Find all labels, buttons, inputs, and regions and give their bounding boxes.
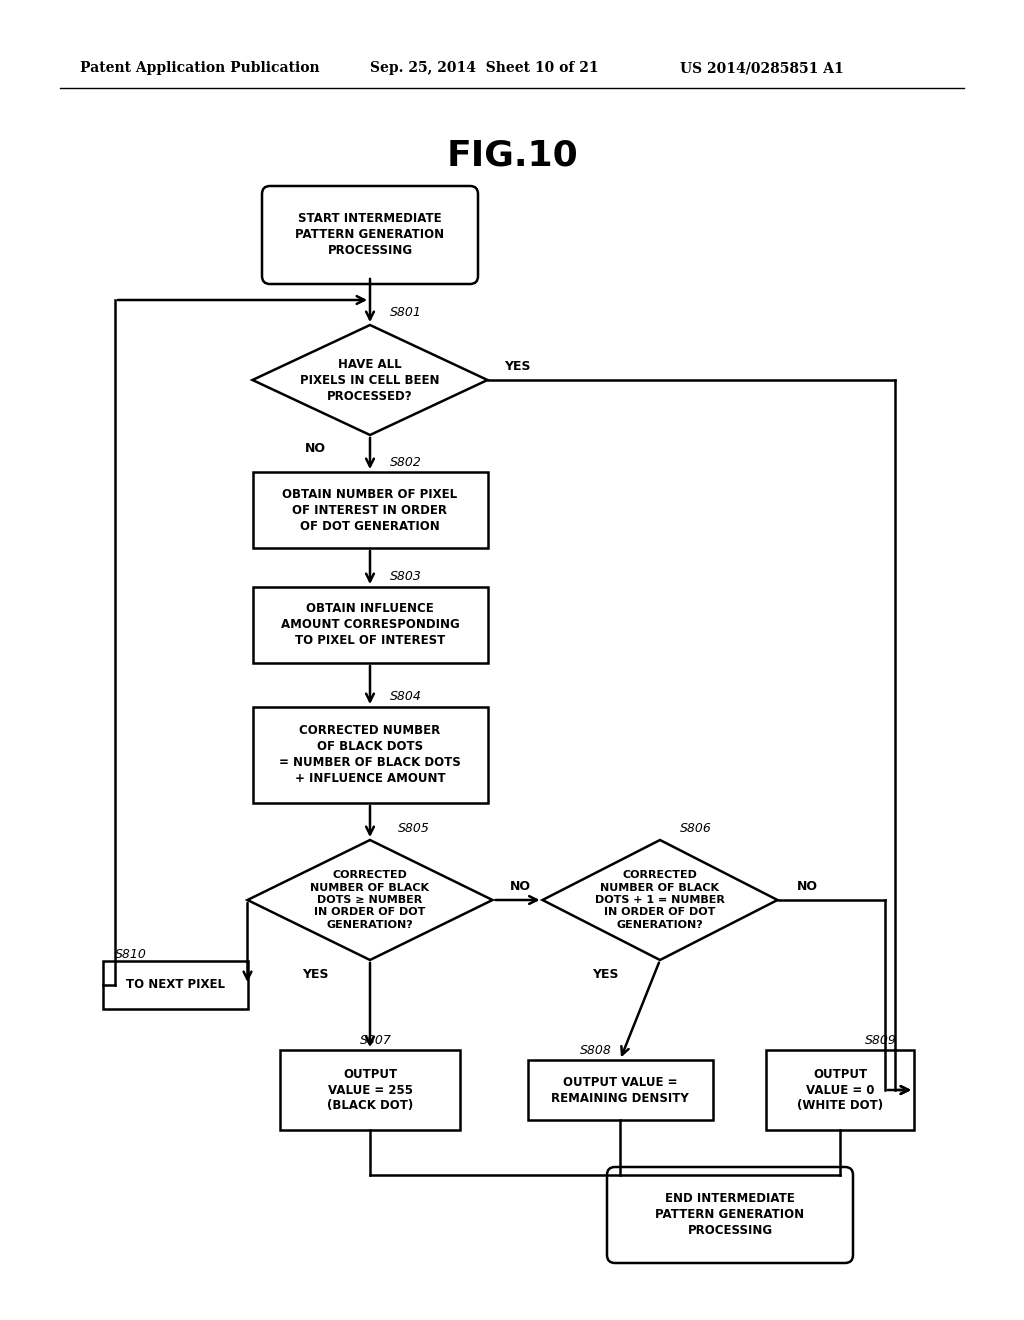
Text: TO NEXT PIXEL: TO NEXT PIXEL: [126, 978, 224, 991]
Text: S804: S804: [390, 690, 422, 704]
Polygon shape: [248, 840, 493, 960]
Text: FIG.10: FIG.10: [446, 139, 578, 172]
Text: OUTPUT
VALUE = 0
(WHITE DOT): OUTPUT VALUE = 0 (WHITE DOT): [797, 1068, 883, 1113]
Text: Sep. 25, 2014  Sheet 10 of 21: Sep. 25, 2014 Sheet 10 of 21: [370, 61, 599, 75]
Text: OBTAIN INFLUENCE
AMOUNT CORRESPONDING
TO PIXEL OF INTEREST: OBTAIN INFLUENCE AMOUNT CORRESPONDING TO…: [281, 602, 460, 648]
Text: NO: NO: [510, 879, 531, 892]
Polygon shape: [543, 840, 777, 960]
Text: START INTERMEDIATE
PATTERN GENERATION
PROCESSING: START INTERMEDIATE PATTERN GENERATION PR…: [296, 213, 444, 257]
Text: CORRECTED NUMBER
OF BLACK DOTS
= NUMBER OF BLACK DOTS
+ INFLUENCE AMOUNT: CORRECTED NUMBER OF BLACK DOTS = NUMBER …: [280, 725, 461, 785]
Text: S808: S808: [580, 1044, 612, 1056]
Bar: [253, 708, 487, 803]
Text: YES: YES: [302, 968, 329, 981]
Bar: [280, 1049, 460, 1130]
Text: NO: NO: [797, 879, 818, 892]
Text: S805: S805: [398, 821, 430, 834]
Text: S801: S801: [390, 306, 422, 319]
Text: S809: S809: [865, 1034, 897, 1047]
Polygon shape: [253, 325, 487, 436]
Text: US 2014/0285851 A1: US 2014/0285851 A1: [680, 61, 844, 75]
Text: END INTERMEDIATE
PATTERN GENERATION
PROCESSING: END INTERMEDIATE PATTERN GENERATION PROC…: [655, 1192, 805, 1238]
Text: S803: S803: [390, 570, 422, 583]
Text: YES: YES: [592, 968, 618, 981]
Text: CORRECTED
NUMBER OF BLACK
DOTS ≥ NUMBER
IN ORDER OF DOT
GENERATION?: CORRECTED NUMBER OF BLACK DOTS ≥ NUMBER …: [310, 870, 429, 929]
Text: S810: S810: [115, 949, 146, 961]
Text: HAVE ALL
PIXELS IN CELL BEEN
PROCESSED?: HAVE ALL PIXELS IN CELL BEEN PROCESSED?: [300, 358, 439, 403]
Text: CORRECTED
NUMBER OF BLACK
DOTS + 1 = NUMBER
IN ORDER OF DOT
GENERATION?: CORRECTED NUMBER OF BLACK DOTS + 1 = NUM…: [595, 870, 725, 929]
Bar: [253, 473, 487, 548]
FancyBboxPatch shape: [262, 186, 478, 284]
Text: S806: S806: [680, 821, 712, 834]
Text: Patent Application Publication: Patent Application Publication: [80, 61, 319, 75]
Text: S807: S807: [360, 1034, 392, 1047]
Text: OUTPUT VALUE =
REMAINING DENSITY: OUTPUT VALUE = REMAINING DENSITY: [551, 1076, 689, 1105]
Bar: [253, 587, 487, 663]
Text: OBTAIN NUMBER OF PIXEL
OF INTEREST IN ORDER
OF DOT GENERATION: OBTAIN NUMBER OF PIXEL OF INTEREST IN OR…: [283, 487, 458, 532]
Bar: [102, 961, 248, 1008]
Text: OUTPUT
VALUE = 255
(BLACK DOT): OUTPUT VALUE = 255 (BLACK DOT): [327, 1068, 413, 1113]
Bar: [766, 1049, 914, 1130]
Text: S802: S802: [390, 455, 422, 469]
Text: YES: YES: [504, 359, 530, 372]
Text: NO: NO: [304, 442, 326, 455]
Bar: [527, 1060, 713, 1119]
FancyBboxPatch shape: [607, 1167, 853, 1263]
